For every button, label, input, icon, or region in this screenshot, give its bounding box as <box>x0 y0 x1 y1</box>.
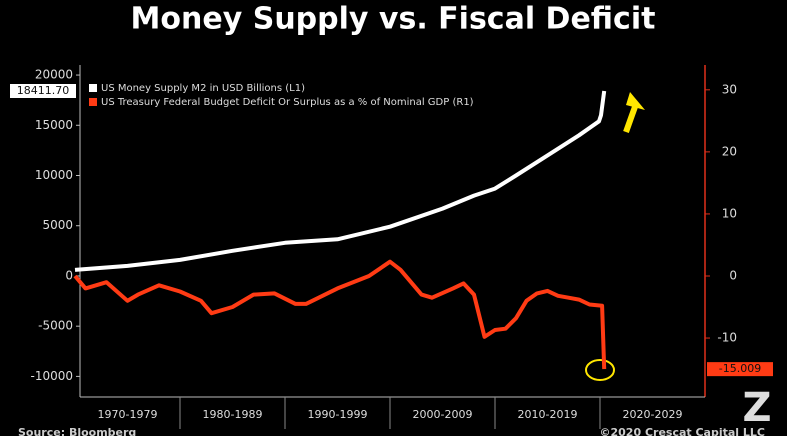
x-tick-label: 2020-2029 <box>623 408 683 421</box>
copyright: ©2020 Crescat Capital LLC <box>600 426 766 436</box>
y-tick-label: 15000 <box>35 118 73 132</box>
legend-swatch <box>89 84 97 92</box>
y2-tick-label: 0 <box>729 268 737 282</box>
y2-tick-label: 30 <box>722 82 737 96</box>
y-tick-label: 0 <box>65 268 73 282</box>
y2-tick-label: -10 <box>717 331 737 345</box>
x-tick-label: 2010-2019 <box>518 408 578 421</box>
value-label-box <box>10 84 76 99</box>
legend-label: US Money Supply M2 in USD Billions (L1) <box>101 83 305 94</box>
y2-tick-label: 20 <box>722 144 737 158</box>
value-label: 18411.70 <box>17 84 70 97</box>
y2-tick-label: 10 <box>722 206 737 220</box>
x-tick-label: 2000-2009 <box>413 408 473 421</box>
y-tick-label: 10000 <box>35 168 73 182</box>
value-label: -15.009 <box>719 362 761 375</box>
value-label-box <box>707 362 773 377</box>
chart-title: Money Supply vs. Fiscal Deficit <box>131 2 656 37</box>
source: Source: Bloomberg <box>18 426 136 436</box>
logo: Z <box>742 385 771 431</box>
series-line <box>74 90 607 272</box>
y-tick-label: 20000 <box>35 68 73 82</box>
y-tick-label: -5000 <box>38 319 73 333</box>
annotation-circle <box>585 359 615 381</box>
legend-label: US Treasury Federal Budget Deficit Or Su… <box>101 97 474 108</box>
x-tick-label: 1970-1979 <box>98 408 158 421</box>
x-tick-label: 1990-1999 <box>308 408 368 421</box>
series-line <box>73 259 607 370</box>
annotation-arrow <box>623 92 645 134</box>
x-tick-label: 1980-1989 <box>203 408 263 421</box>
y-tick-label: -10000 <box>30 369 73 383</box>
legend-swatch <box>89 98 97 106</box>
y-tick-label: 5000 <box>42 218 73 232</box>
